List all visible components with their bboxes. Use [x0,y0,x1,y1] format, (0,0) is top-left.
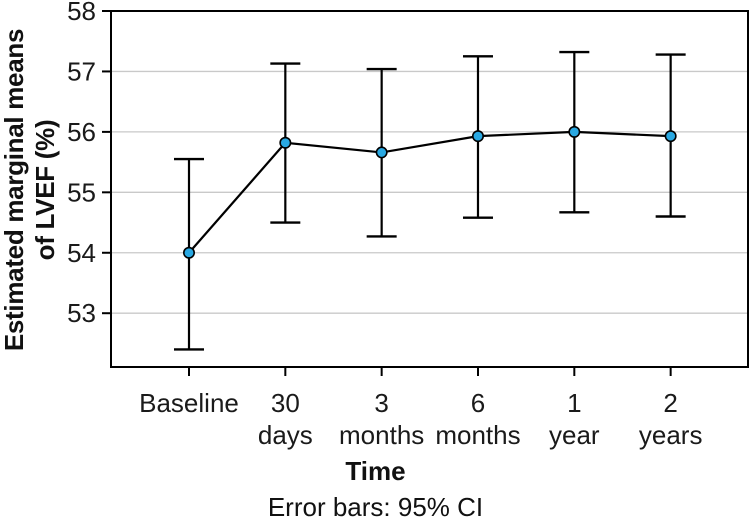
mean-marker [375,146,388,159]
error-bar-caption: Error bars: 95% CI [267,492,484,522]
x-category-label: 6 [471,388,485,418]
y-tick-label: 53 [67,298,96,328]
x-category-label: 1 [567,388,581,418]
x-category-label: 30 [271,388,300,418]
y-axis-title-line2: of LVEF (%) [30,119,60,261]
x-category-label: months [435,420,520,450]
mean-marker [664,130,677,143]
x-category-label: 2 [663,388,677,418]
y-tick-label: 58 [67,0,96,26]
y-tick-label: 57 [67,56,96,86]
x-axis-title: Time [345,456,406,486]
x-category-label: 3 [374,388,388,418]
y-tick-label: 55 [67,177,96,207]
y-axis-title: Estimated marginal means of LVEF (%) [0,0,63,390]
plot-border [110,10,749,368]
y-axis-title-line1: Estimated marginal means [0,28,29,352]
y-tick-label: 56 [67,117,96,147]
mean-line [188,130,671,254]
mean-marker [471,130,484,143]
x-category-label: years [639,420,703,450]
mean-marker [279,136,292,149]
x-category-label: Baseline [139,388,239,418]
x-category-label: months [339,420,424,450]
mean-marker [568,125,581,138]
y-tick-label: 54 [67,238,96,268]
mean-marker [183,246,196,259]
x-category-label: days [258,420,313,450]
x-category-label: year [549,420,600,450]
